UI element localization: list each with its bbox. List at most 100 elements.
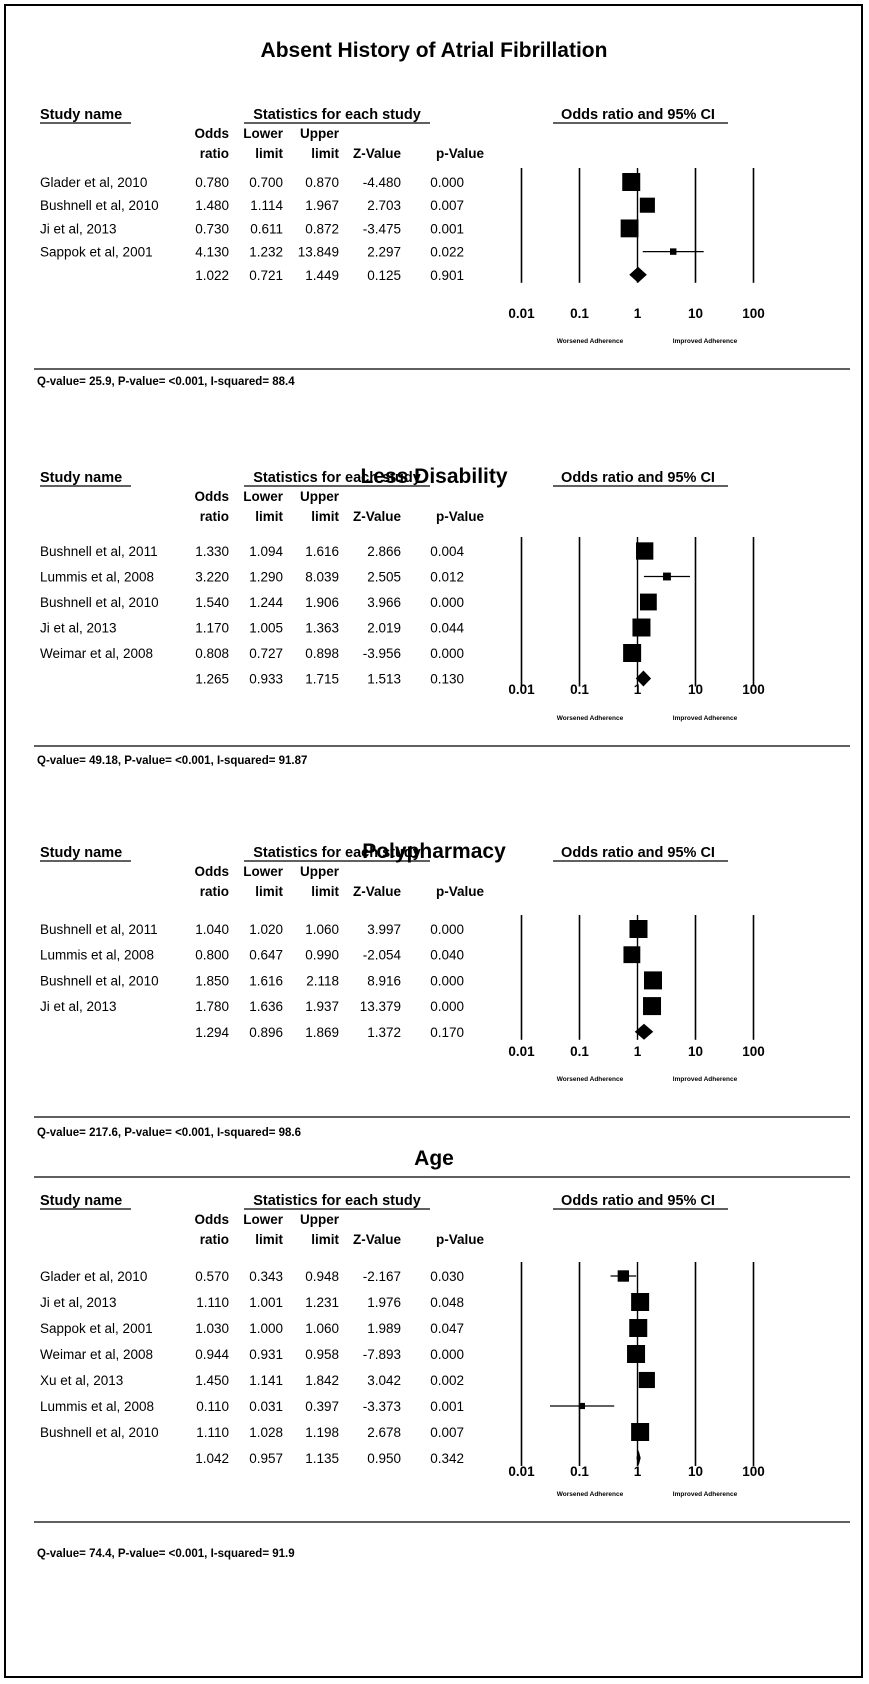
panel-title: Age bbox=[414, 1147, 454, 1170]
study-marker bbox=[643, 997, 662, 1016]
upper-limit-value: 1.715 bbox=[305, 672, 339, 687]
study-marker bbox=[622, 173, 641, 191]
upper-limit-value: 0.990 bbox=[305, 948, 339, 963]
forest-header: Odds ratio and 95% CI bbox=[561, 470, 715, 486]
p-value: 0.000 bbox=[430, 999, 464, 1014]
z-value: -4.480 bbox=[363, 175, 401, 190]
lower-limit-value: 1.114 bbox=[250, 198, 283, 213]
odds-ratio-value: 1.030 bbox=[195, 1321, 229, 1336]
lower-col-label: Lower bbox=[243, 1212, 284, 1227]
study-marker bbox=[629, 1319, 648, 1337]
upper-limit-value: 1.906 bbox=[305, 595, 339, 610]
lower-limit-value: 1.020 bbox=[249, 922, 283, 937]
z-value: 1.989 bbox=[367, 1321, 401, 1336]
p-value: 0.044 bbox=[430, 621, 464, 636]
p-value: 0.007 bbox=[430, 1425, 464, 1440]
upper-limit-value: 0.872 bbox=[305, 221, 339, 236]
z-value: 2.678 bbox=[367, 1425, 401, 1440]
z-value: 2.505 bbox=[367, 570, 401, 585]
upper-limit-value: 1.967 bbox=[305, 198, 339, 213]
upper-col-label: limit bbox=[311, 884, 339, 899]
summary-diamond bbox=[629, 266, 647, 283]
upper-limit-value: 0.948 bbox=[305, 1269, 339, 1284]
p-value: 0.004 bbox=[430, 544, 464, 559]
lower-limit-value: 0.700 bbox=[249, 175, 283, 190]
lower-col-label: limit bbox=[255, 1232, 283, 1247]
z-value: 3.966 bbox=[367, 595, 401, 610]
study-marker bbox=[663, 572, 671, 581]
z-value: 2.297 bbox=[367, 245, 401, 260]
p-value: 0.342 bbox=[430, 1451, 464, 1466]
upper-limit-value: 0.397 bbox=[305, 1399, 339, 1414]
x-tick-label: 0.01 bbox=[508, 682, 535, 697]
upper-col-label: Upper bbox=[300, 1212, 340, 1227]
upper-limit-value: 1.060 bbox=[305, 922, 339, 937]
study-name: Bushnell et al, 2010 bbox=[40, 1425, 159, 1440]
lower-limit-value: 0.931 bbox=[249, 1347, 283, 1362]
study-name: Ji et al, 2013 bbox=[40, 1295, 117, 1310]
odds-ratio-value: 0.944 bbox=[195, 1347, 229, 1362]
p-value: 0.047 bbox=[430, 1321, 464, 1336]
study-name-header: Study name bbox=[40, 470, 122, 486]
x-tick-label: 0.01 bbox=[508, 306, 535, 321]
lower-limit-value: 1.005 bbox=[249, 621, 283, 636]
odds-ratio-value: 0.780 bbox=[195, 175, 229, 190]
odds-ratio-value: 1.170 bbox=[195, 621, 229, 636]
odds-ratio-value: 1.265 bbox=[195, 672, 229, 687]
study-name: Sappok et al, 2001 bbox=[40, 245, 153, 260]
z-col-label: Z-Value bbox=[353, 884, 402, 899]
z-value: 1.513 bbox=[367, 672, 401, 687]
x-tick-label: 100 bbox=[742, 306, 765, 321]
study-name: Lummis et al, 2008 bbox=[40, 570, 154, 585]
upper-limit-value: 8.039 bbox=[305, 570, 339, 585]
study-name: Bushnell et al, 2010 bbox=[40, 973, 159, 988]
lower-limit-value: 0.611 bbox=[250, 221, 283, 236]
study-marker bbox=[631, 1423, 650, 1441]
p-value: 0.001 bbox=[430, 1399, 464, 1414]
figure-frame bbox=[4, 4, 863, 1678]
upper-limit-value: 1.449 bbox=[305, 268, 339, 283]
p-value: 0.000 bbox=[430, 1347, 464, 1362]
z-col-label: Z-Value bbox=[353, 146, 402, 161]
x-tick-label: 0.1 bbox=[570, 306, 589, 321]
odds-col-label: ratio bbox=[200, 884, 229, 899]
improved-adherence-label: Improved Adherence bbox=[673, 715, 738, 722]
study-name: Sappok et al, 2001 bbox=[40, 1321, 153, 1336]
upper-limit-value: 1.869 bbox=[305, 1025, 339, 1040]
study-marker bbox=[639, 197, 655, 213]
z-col-label: Z-Value bbox=[353, 509, 402, 524]
z-value: 0.125 bbox=[367, 268, 401, 283]
study-name: Bushnell et al, 2011 bbox=[40, 544, 158, 559]
statistics-header: Statistics for each study bbox=[253, 107, 421, 123]
study-name: Bushnell et al, 2010 bbox=[40, 595, 159, 610]
upper-col-label: limit bbox=[311, 509, 339, 524]
x-tick-label: 100 bbox=[742, 682, 765, 697]
lower-limit-value: 1.000 bbox=[249, 1321, 283, 1336]
statistics-header: Statistics for each study bbox=[253, 470, 421, 486]
study-marker bbox=[623, 644, 642, 662]
upper-col-label: Upper bbox=[300, 864, 340, 879]
heterogeneity-stats: Q-value= 217.6, P-value= <0.001, I-squar… bbox=[37, 1127, 301, 1139]
upper-col-label: Upper bbox=[300, 126, 340, 141]
odds-ratio-value: 1.294 bbox=[195, 1025, 229, 1040]
z-value: -3.373 bbox=[363, 1399, 401, 1414]
study-name-header: Study name bbox=[40, 1193, 122, 1209]
p-value: 0.048 bbox=[430, 1295, 464, 1310]
upper-limit-value: 0.898 bbox=[305, 646, 339, 661]
upper-limit-value: 1.363 bbox=[305, 621, 339, 636]
upper-limit-value: 0.870 bbox=[305, 175, 339, 190]
study-marker bbox=[670, 248, 677, 255]
odds-ratio-value: 3.220 bbox=[195, 570, 229, 585]
panel-title: Polypharmacy bbox=[362, 840, 506, 863]
study-name: Bushnell et al, 2010 bbox=[40, 198, 159, 213]
odds-col-label: Odds bbox=[194, 1212, 229, 1227]
odds-ratio-value: 1.480 bbox=[195, 198, 229, 213]
p-value: 0.022 bbox=[430, 245, 464, 260]
lower-limit-value: 1.001 bbox=[249, 1295, 283, 1310]
odds-ratio-value: 0.570 bbox=[195, 1269, 229, 1284]
x-tick-label: 1 bbox=[634, 682, 642, 697]
improved-adherence-label: Improved Adherence bbox=[673, 1491, 738, 1498]
p-value: 0.007 bbox=[430, 198, 464, 213]
lower-limit-value: 0.957 bbox=[249, 1451, 283, 1466]
p-value: 0.000 bbox=[430, 973, 464, 988]
